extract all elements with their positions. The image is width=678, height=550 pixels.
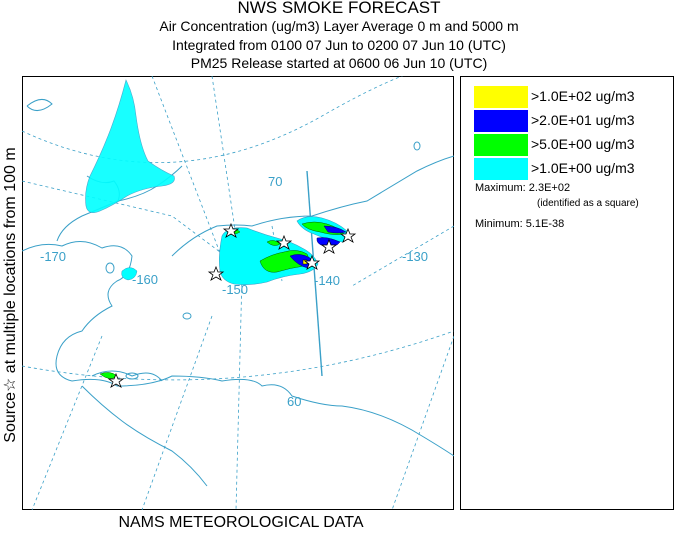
- legend-swatch-cyan: [474, 158, 528, 180]
- legend-label-4: >1.0E+00 ug/m3: [531, 160, 635, 176]
- islands: [105, 141, 421, 380]
- smoke-plume-north: [85, 79, 175, 213]
- lon-150-label: -150: [222, 282, 248, 297]
- smoke-plume-blue-northeast: [323, 225, 347, 234]
- legend-panel: >1.0E+02 ug/m3 >2.0E+01 ug/m3 >5.0E+00 u…: [460, 76, 674, 510]
- smoke-forecast-map: 70 60 -170 -160 -150 -140 -130: [22, 76, 454, 510]
- lon-170-label: -170: [40, 249, 66, 264]
- layer-description: Air Concentration (ug/m3) Layer Average …: [159, 18, 519, 34]
- smoke-spot-west: [121, 267, 138, 281]
- smoke-plume-central: [219, 227, 319, 285]
- source-star-icon: [339, 227, 357, 243]
- maximum-note: (identified as a square): [537, 198, 639, 209]
- legend-swatch-yellow: [474, 86, 528, 108]
- release-start: PM25 Release started at 0600 06 Jun 10 (…: [190, 55, 488, 71]
- legend-label-3: >5.0E+00 ug/m3: [531, 136, 635, 152]
- data-source-footer: NAMS METEOROLOGICAL DATA: [118, 514, 364, 531]
- integration-period: Integrated from 0100 07 Jun to 0200 07 J…: [172, 37, 506, 53]
- legend-label-2: >2.0E+01 ug/m3: [531, 112, 635, 128]
- legend-swatch-blue: [474, 110, 528, 132]
- source-markers: [107, 222, 357, 388]
- lat-70-label: 70: [268, 174, 282, 189]
- source-star-icon: [207, 265, 225, 281]
- lat-60-label: 60: [287, 394, 301, 409]
- minimum-value: Minimum: 5.1E-38: [475, 218, 565, 230]
- source-star-icon: [275, 234, 293, 250]
- graticule: [22, 76, 454, 510]
- forecast-title: NWS SMOKE FORECAST: [237, 0, 441, 17]
- lon-130-label: -130: [402, 249, 428, 264]
- source-locations-label: Source☆ at multiple locations from 100 m: [2, 147, 19, 443]
- border-line: [306, 170, 323, 377]
- smoke-plume-green-spot: [266, 240, 281, 246]
- source-star-icon: [107, 372, 125, 388]
- maximum-value: Maximum: 2.3E+02: [475, 182, 571, 194]
- source-star-icon: [320, 238, 338, 254]
- lon-140-label: -140: [314, 273, 340, 288]
- lon-160-label: -160: [132, 272, 158, 287]
- source-star-icon: [303, 254, 321, 270]
- source-star-icon: [222, 222, 240, 238]
- legend-swatch-green: [474, 134, 528, 156]
- legend-label-1: >1.0E+02 ug/m3: [531, 88, 635, 104]
